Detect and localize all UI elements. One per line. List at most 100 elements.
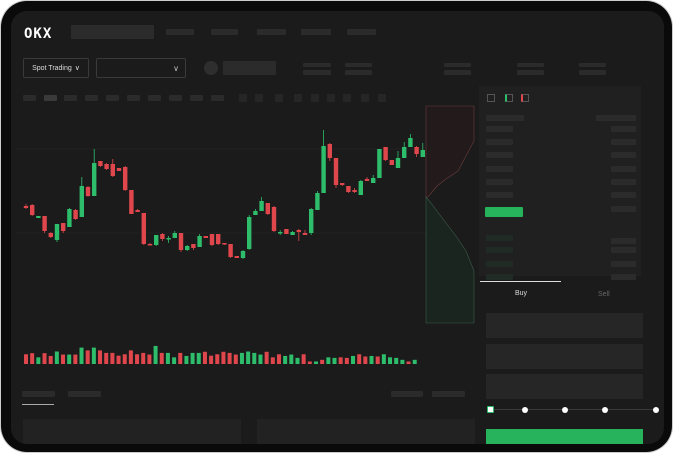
volume-bar: [301, 354, 306, 364]
slider-mark-50[interactable]: [562, 407, 568, 413]
volume-bar: [276, 354, 281, 364]
volume-bar: [283, 355, 288, 364]
orderbook-both-icon[interactable]: [487, 94, 495, 102]
market-type-dropdown[interactable]: Spot Trading ∨: [23, 58, 89, 78]
tab-sell[interactable]: Sell: [598, 291, 610, 298]
pair-selector[interactable]: ∨: [96, 58, 186, 78]
buy-button[interactable]: [486, 429, 643, 444]
candle-body: [67, 209, 72, 227]
total-input[interactable]: [486, 374, 643, 399]
candle-body: [172, 233, 177, 238]
chevron-down-icon: ∨: [173, 63, 179, 73]
timeframe-button[interactable]: [148, 95, 161, 101]
ask-amount: [611, 166, 636, 172]
volume-bar: [153, 345, 158, 364]
depth-asks: [425, 105, 475, 198]
candle: [278, 230, 283, 235]
candle-body: [79, 186, 84, 217]
timeframe-button[interactable]: [23, 95, 36, 101]
volume-bar: [48, 355, 53, 364]
volume-bar: [67, 354, 72, 364]
candlestick-chart[interactable]: [11, 11, 664, 444]
tab-open-orders[interactable]: [22, 391, 55, 397]
candle: [141, 213, 146, 245]
volume-bar: [400, 359, 405, 364]
slider-mark-100[interactable]: [653, 407, 659, 413]
chart-tool-icon[interactable]: [311, 94, 319, 102]
candle-body: [302, 233, 308, 235]
price-input[interactable]: [486, 313, 643, 338]
candle: [135, 209, 140, 212]
volume-bar: [172, 357, 177, 364]
candle-body: [129, 190, 134, 214]
volume-bar: [141, 352, 146, 364]
tab-order-history[interactable]: [68, 391, 101, 397]
chart-tool-icon[interactable]: [343, 94, 351, 102]
ask-amount: [611, 139, 636, 145]
candle: [315, 191, 320, 210]
timeframe-button[interactable]: [190, 95, 203, 101]
bid-price: [486, 247, 513, 253]
nav-item[interactable]: [347, 29, 376, 35]
candle-body: [402, 147, 407, 158]
nav-item[interactable]: [301, 29, 331, 35]
timeframe-button[interactable]: [44, 95, 57, 101]
filter-button[interactable]: [432, 391, 465, 397]
candle: [259, 197, 264, 211]
volume-bar: [307, 361, 312, 364]
volume-bar: [85, 350, 90, 364]
nav-item[interactable]: [166, 29, 194, 35]
orderbook-asks-icon[interactable]: [521, 94, 529, 102]
okx-logo: OKX: [24, 26, 53, 42]
slider-track[interactable]: [490, 409, 656, 410]
candle: [389, 160, 394, 165]
candle-body: [228, 244, 233, 257]
candle-body: [377, 149, 382, 178]
chart-tool-icon[interactable]: [378, 94, 386, 102]
timeframe-button[interactable]: [106, 95, 119, 101]
volume-bar: [30, 353, 35, 364]
chart-tool-icon[interactable]: [239, 94, 247, 102]
timeframe-button[interactable]: [169, 95, 182, 101]
candle: [185, 245, 190, 251]
candle-body: [315, 193, 320, 210]
candle-body: [278, 232, 283, 234]
volume-bar: [394, 357, 399, 364]
slider-handle[interactable]: [487, 406, 494, 413]
candle-body: [309, 209, 314, 233]
chart-tool-icon[interactable]: [327, 94, 335, 102]
timeframe-button[interactable]: [127, 95, 140, 101]
nav-item[interactable]: [257, 29, 286, 35]
candle: [67, 208, 72, 227]
chart-tool-icon[interactable]: [275, 94, 283, 102]
candle-body: [259, 201, 264, 211]
slider-mark-25[interactable]: [522, 407, 528, 413]
orderbook-bids-icon[interactable]: [505, 94, 513, 102]
candle-body: [85, 187, 91, 196]
active-tab-indicator: [22, 404, 54, 405]
volume-bar: [227, 352, 232, 364]
volume-bar: [326, 357, 331, 364]
volume-bar: [406, 361, 411, 364]
timeframe-button[interactable]: [85, 95, 98, 101]
candle: [402, 142, 407, 158]
volume-bar: [147, 354, 152, 364]
nav-item[interactable]: [211, 29, 238, 35]
filter-button[interactable]: [391, 391, 423, 397]
amount-input[interactable]: [486, 344, 643, 369]
timeframe-button[interactable]: [64, 95, 77, 101]
slider-mark-75[interactable]: [602, 407, 608, 413]
chart-tool-icon[interactable]: [255, 94, 263, 102]
volume-bar: [91, 347, 96, 364]
timeframe-button[interactable]: [211, 95, 224, 101]
candle-body: [352, 190, 357, 192]
tab-buy[interactable]: Buy: [515, 290, 528, 297]
candle: [85, 186, 91, 197]
volume-bar: [289, 354, 294, 364]
candle-body: [420, 150, 425, 157]
chart-tool-icon[interactable]: [361, 94, 369, 102]
search-bar[interactable]: [71, 25, 154, 39]
chart-tool-icon[interactable]: [294, 94, 302, 102]
stat-value: [579, 70, 606, 75]
